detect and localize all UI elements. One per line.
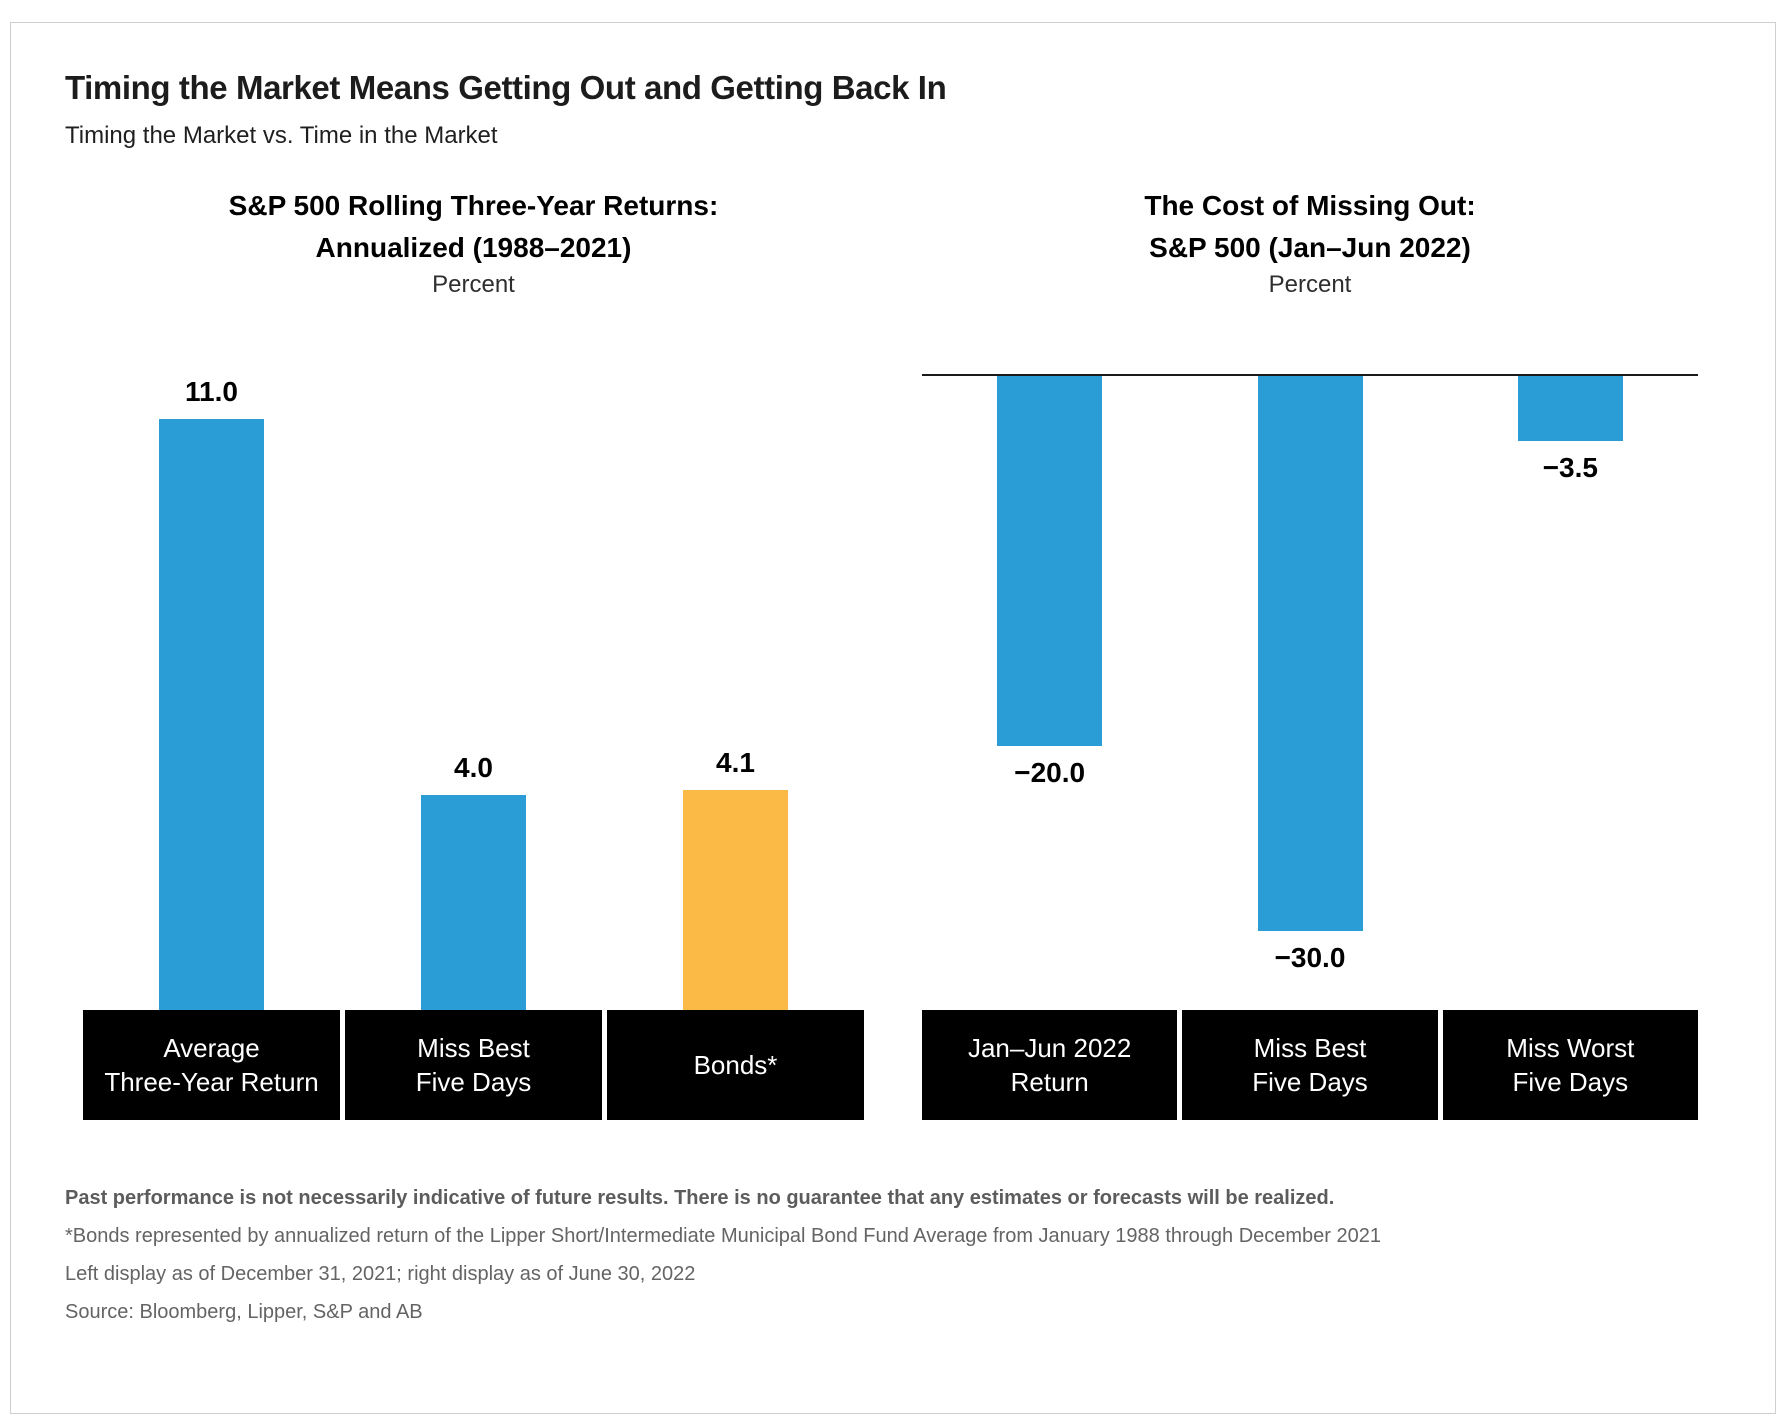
footnote-as-of: Left display as of December 31, 2021; ri… — [65, 1263, 696, 1285]
category-box-left-1: Miss Best Five Days — [345, 1010, 602, 1120]
left-chart-title-line1: S&P 500 Rolling Three-Year Returns: — [228, 190, 719, 221]
category-label-line: Five Days — [1512, 1067, 1629, 1097]
right-chart-unit-label: Percent — [1268, 271, 1352, 298]
right-chart-zero-baseline — [922, 374, 1698, 376]
bar-left-1 — [421, 795, 526, 1010]
bar-right-1 — [1257, 376, 1363, 931]
page-title: Timing the Market Means Getting Out and … — [65, 69, 947, 106]
footnote-source: Source: Bloomberg, Lipper, S&P and AB — [65, 1301, 423, 1323]
category-label-line: Five Days — [415, 1067, 532, 1097]
category-label-line: Miss Best — [1253, 1033, 1367, 1063]
right-chart-category-labels: Jan–Jun 2022 Return Miss Best Five Days Miss… — [922, 1010, 1698, 1120]
category-label-line: Average — [163, 1033, 260, 1063]
category-label-line: Jan–Jun 2022 — [967, 1033, 1132, 1063]
bar-right-0 — [997, 376, 1103, 746]
page-subtitle: Timing the Market vs. Time in the Market — [65, 122, 498, 149]
left-chart-plot: 11.0 4.0 4.1 — [83, 185, 864, 1120]
footnote-disclaimer: Past performance is not necessarily indi… — [65, 1187, 1335, 1209]
value-label-right-1: −30.0 — [1274, 942, 1346, 973]
value-label-right-0: −20.0 — [1014, 757, 1086, 788]
left-chart-title: S&P 500 Rolling Three-Year Returns: Annu… — [83, 185, 864, 269]
left-chart-category-labels: Average Three-Year Return Miss Best Five Da… — [83, 1010, 864, 1120]
category-label-line: Return — [1010, 1067, 1089, 1097]
left-chart-title-line2: Annualized (1988–2021) — [315, 232, 632, 263]
value-label-right-2: −3.5 — [1542, 451, 1598, 483]
left-chart-unit-label: Percent — [432, 271, 515, 298]
footnote-bonds: *Bonds represented by annualized return … — [65, 1225, 1382, 1247]
category-label-line: Three-Year Return — [104, 1067, 319, 1097]
category-box-right-1: Miss Best Five Days — [1182, 1010, 1438, 1120]
right-chart-title-line1: The Cost of Missing Out: — [1144, 190, 1476, 221]
category-label-line: Bonds* — [693, 1050, 778, 1080]
right-chart-title: The Cost of Missing Out: S&P 500 (Jan–Ju… — [922, 185, 1698, 269]
category-box-left-2: Bonds* — [607, 1010, 864, 1120]
bar-right-2 — [1517, 376, 1623, 441]
category-box-right-2: Miss Worst Five Days — [1442, 1010, 1698, 1120]
card-border — [10, 22, 1776, 1414]
header: Timing the Market Means Getting Out and … — [65, 68, 1665, 150]
category-label-line: Five Days — [1252, 1067, 1368, 1097]
right-chart-title-line2: S&P 500 (Jan–Jun 2022) — [1149, 232, 1471, 263]
footnotes: Past performance is not necessarily indi… — [65, 1186, 1715, 1338]
right-chart-panel: The Cost of Missing Out: S&P 500 (Jan–Ju… — [922, 185, 1698, 1120]
category-label-line: Miss Best — [417, 1033, 530, 1063]
bar-left-0 — [159, 419, 264, 1010]
value-label-left-2: 4.1 — [716, 746, 755, 778]
value-label-left-1: 4.0 — [454, 752, 493, 784]
bar-left-2 — [683, 789, 788, 1010]
category-box-right-0: Jan–Jun 2022 Return — [922, 1010, 1178, 1120]
left-chart-panel: S&P 500 Rolling Three-Year Returns: Annu… — [83, 185, 864, 1120]
category-box-left-0: Average Three-Year Return — [83, 1010, 340, 1120]
value-label-left-0: 11.0 — [185, 376, 238, 408]
category-label-line: Miss Worst — [1506, 1033, 1635, 1063]
right-chart-plot: −20.0 −30.0 −3.5 — [922, 185, 1698, 1120]
